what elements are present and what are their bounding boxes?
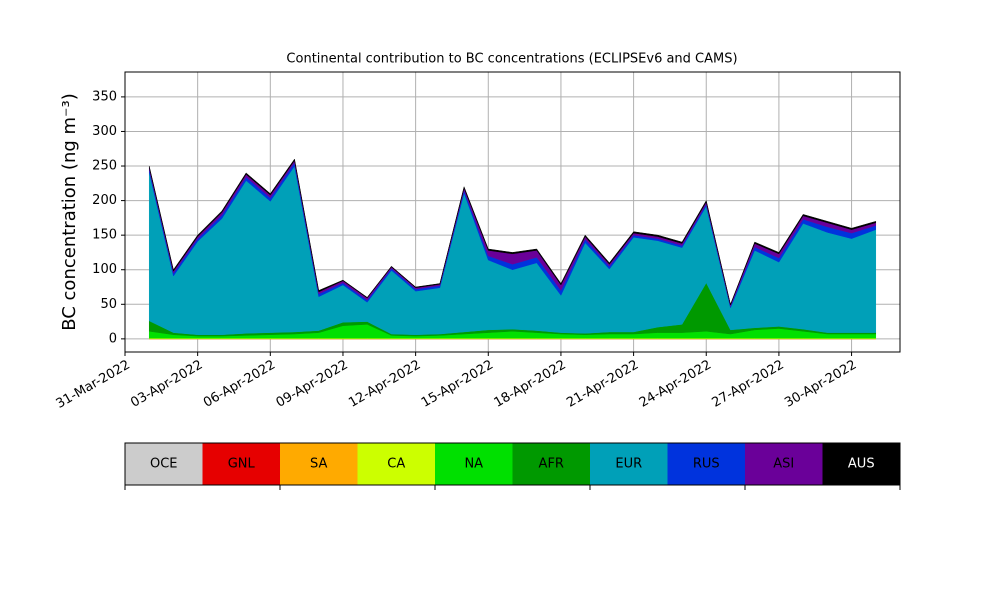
legend-swatch	[590, 443, 668, 485]
legend-label: GNL	[228, 457, 256, 472]
x-tick-label: 21-Apr-2022	[564, 358, 641, 411]
y-tick-label: 200	[92, 193, 117, 208]
y-tick-label: 150	[92, 228, 117, 243]
y-tick-label: 0	[109, 331, 117, 346]
x-tick-label: 12-Apr-2022	[346, 358, 423, 411]
legend-label: SA	[310, 457, 327, 472]
y-tick-label: 300	[92, 124, 117, 139]
x-tick-label: 06-Apr-2022	[201, 358, 278, 411]
legend-label: RUS	[693, 457, 720, 472]
legend-label: NA	[464, 457, 483, 472]
x-tick-label: 27-Apr-2022	[710, 358, 787, 411]
plot-area	[124, 72, 900, 352]
legend-label: AUS	[848, 457, 875, 472]
x-tick-label: 15-Apr-2022	[419, 358, 496, 411]
legend-label: CA	[387, 457, 405, 472]
x-tick-label: 24-Apr-2022	[637, 358, 714, 411]
y-tick-label: 50	[100, 297, 117, 312]
legend-label: OCE	[150, 457, 178, 472]
legend-frame	[124, 442, 901, 486]
legend-swatch	[822, 443, 900, 485]
x-tick-label: 09-Apr-2022	[274, 358, 351, 411]
chart-title: Continental contribution to BC concentra…	[286, 52, 737, 67]
y-tick-label: 100	[92, 262, 117, 277]
legend-swatch	[280, 443, 358, 485]
legend-swatch	[512, 443, 590, 485]
x-tick-label: 30-Apr-2022	[782, 358, 859, 411]
x-tick-label: 03-Apr-2022	[128, 358, 205, 411]
x-tick-label: 31-Mar-2022	[54, 358, 133, 412]
legend-swatch	[125, 443, 203, 485]
legend-swatch	[435, 443, 513, 485]
legend: OCE GNL SA CA NA AFR EUR RUS ASI AUS	[124, 442, 901, 490]
legend-label: AFR	[539, 457, 564, 472]
legend-label: ASI	[773, 457, 794, 472]
y-axis-label: BC concentration (ng m⁻³)	[59, 93, 80, 331]
x-tick-label: 18-Apr-2022	[492, 358, 569, 411]
area	[148, 158, 877, 306]
legend-swatch	[357, 443, 435, 485]
y-tick-label: 250	[92, 159, 117, 174]
legend-swatch	[202, 443, 280, 485]
legend-swatch	[667, 443, 745, 485]
legend-label: EUR	[615, 457, 642, 472]
legend-swatch	[745, 443, 823, 485]
y-tick-label: 350	[92, 89, 117, 104]
plot-frame	[124, 71, 901, 353]
